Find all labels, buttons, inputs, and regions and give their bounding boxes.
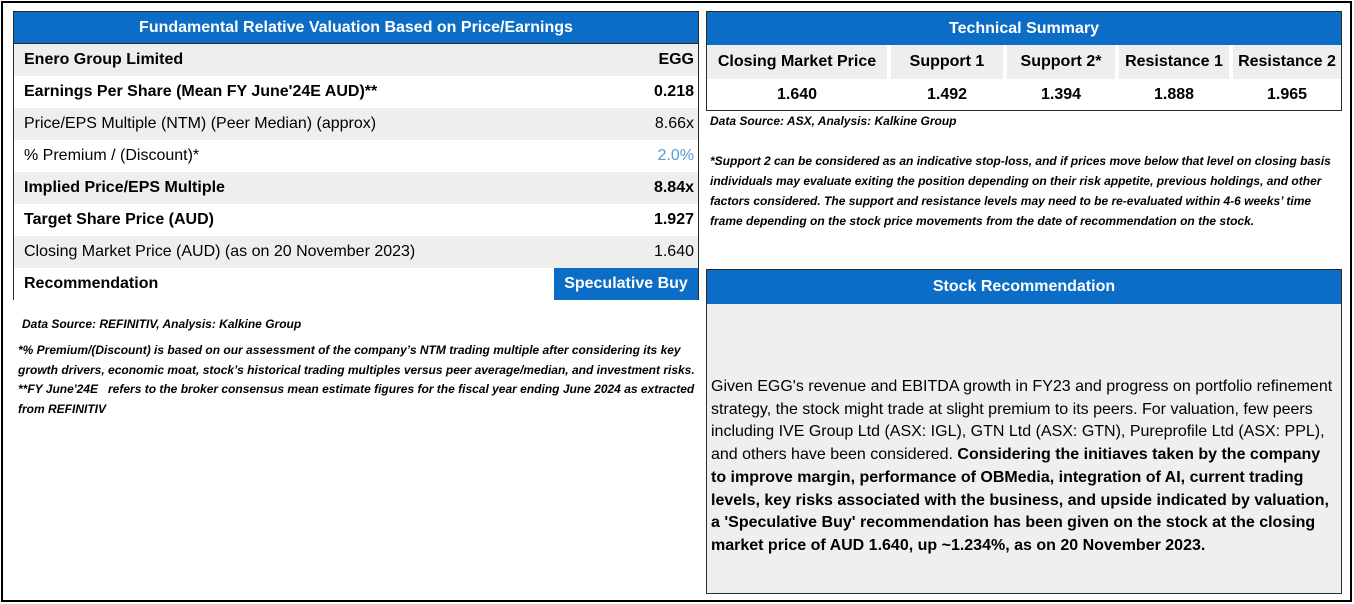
- table-row-premium: % Premium / (Discount)* 2.0%: [14, 140, 698, 172]
- column-header: Resistance 1: [1119, 45, 1229, 79]
- valuation-data-source: Data Source: REFINITIV, Analysis: Kalkin…: [22, 317, 302, 331]
- row-value: 0.218: [653, 83, 694, 100]
- row-label: Enero Group Limited: [24, 51, 184, 68]
- stock-recommendation-panel: Stock Recommendation Given EGG's revenue…: [706, 269, 1342, 594]
- row-label: Target Share Price (AUD): [24, 211, 214, 228]
- technical-data-source: Data Source: ASX, Analysis: Kalkine Grou…: [710, 114, 957, 128]
- table-row-recommendation: Recommendation Speculative Buy: [14, 268, 698, 300]
- technical-summary-table: Closing Market Price 1.640 Support 1 1.4…: [707, 45, 1341, 110]
- technical-footnote: *Support 2 can be considered as an indic…: [710, 154, 1331, 228]
- table-row-peer-multiple: Price/EPS Multiple (NTM) (Peer Median) (…: [14, 108, 698, 140]
- column-value: 1.640: [707, 79, 887, 110]
- column-value: 1.492: [891, 79, 1003, 110]
- recommendation-text-regular: Given EGG's revenue and EBITDA growth in…: [711, 378, 1333, 464]
- table-row-closing-price: Closing Market Price (AUD) (as on 20 Nov…: [14, 236, 698, 268]
- tech-col-resistance-2: Resistance 2 1.965: [1233, 45, 1341, 110]
- technical-summary-title: Technical Summary: [707, 12, 1341, 45]
- tech-col-resistance-1: Resistance 1 1.888: [1119, 45, 1233, 110]
- row-label: Recommendation: [24, 275, 159, 292]
- valuation-footnote: *% Premium/(Discount) is based on our as…: [18, 343, 695, 416]
- tech-col-closing: Closing Market Price 1.640: [707, 45, 891, 110]
- row-value: 1.927: [653, 211, 694, 228]
- column-value: 1.394: [1007, 79, 1115, 110]
- technical-summary-panel: Technical Summary Closing Market Price 1…: [706, 11, 1342, 111]
- row-label: % Premium / (Discount)*: [24, 147, 200, 164]
- stock-recommendation-title: Stock Recommendation: [707, 270, 1341, 304]
- recommendation-badge: Speculative Buy: [554, 268, 698, 300]
- column-header: Support 1: [891, 45, 1003, 79]
- row-value: 1.640: [653, 243, 694, 260]
- row-label: Implied Price/EPS Multiple: [24, 179, 225, 196]
- table-row-target-price: Target Share Price (AUD) 1.927: [14, 204, 698, 236]
- table-row-eps: Earnings Per Share (Mean FY June'24E AUD…: [14, 76, 698, 108]
- column-header: Support 2*: [1007, 45, 1115, 79]
- stock-recommendation-text: Given EGG's revenue and EBITDA growth in…: [707, 304, 1341, 558]
- table-row-company: Enero Group Limited EGG: [14, 44, 698, 76]
- column-header: Resistance 2: [1233, 45, 1341, 79]
- tech-col-support-2: Support 2* 1.394: [1007, 45, 1119, 110]
- recommendation-text-bold: Considering the initiaves taken by the c…: [711, 446, 1329, 554]
- row-label: Price/EPS Multiple (NTM) (Peer Median) (…: [24, 115, 377, 132]
- row-value: 8.66x: [654, 115, 694, 132]
- valuation-title: Fundamental Relative Valuation Based on …: [13, 11, 699, 44]
- table-row-implied-multiple: Implied Price/EPS Multiple 8.84x: [14, 172, 698, 204]
- tech-col-support-1: Support 1 1.492: [891, 45, 1007, 110]
- valuation-table: Enero Group Limited EGG Earnings Per Sha…: [13, 44, 699, 300]
- row-value: EGG: [658, 51, 694, 68]
- column-value: 1.965: [1233, 79, 1341, 110]
- row-value: 2.0%: [657, 147, 694, 164]
- row-label: Closing Market Price (AUD) (as on 20 Nov…: [24, 243, 416, 260]
- row-value: 8.84x: [653, 179, 694, 196]
- row-label: Earnings Per Share (Mean FY June'24E AUD…: [24, 83, 378, 100]
- valuation-panel: Fundamental Relative Valuation Based on …: [13, 11, 699, 300]
- column-header: Closing Market Price: [707, 45, 887, 79]
- column-value: 1.888: [1119, 79, 1229, 110]
